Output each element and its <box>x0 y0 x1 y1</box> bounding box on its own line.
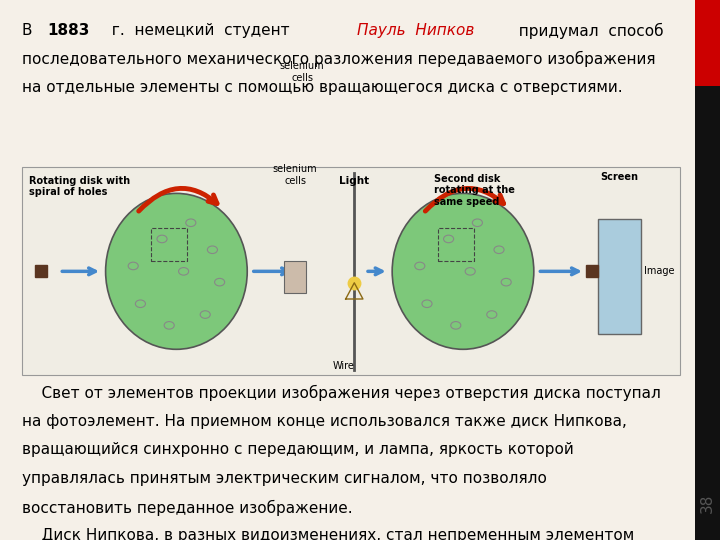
FancyBboxPatch shape <box>695 0 720 540</box>
Text: Диск Нипкова, в разных видоизменениях, стал непременным элементом: Диск Нипкова, в разных видоизменениях, с… <box>22 528 634 540</box>
Text: на фотоэлемент. На приемном конце использовался также диск Нипкова,: на фотоэлемент. На приемном конце исполь… <box>22 414 626 429</box>
FancyBboxPatch shape <box>598 219 641 334</box>
Text: В: В <box>22 23 42 38</box>
Ellipse shape <box>106 193 247 349</box>
Text: Second disk
rotating at the
same speed: Second disk rotating at the same speed <box>434 174 515 207</box>
Text: selenium
cells: selenium cells <box>273 164 318 186</box>
Text: вращающийся синхронно с передающим, и лампа, яркость которой: вращающийся синхронно с передающим, и ла… <box>22 442 573 457</box>
Ellipse shape <box>392 193 534 349</box>
Bar <box>438 228 474 261</box>
Text: Light: Light <box>339 176 369 186</box>
Text: придумал  способ: придумал способ <box>508 23 663 39</box>
Text: Rotating disk with
spiral of holes: Rotating disk with spiral of holes <box>29 176 130 197</box>
Text: восстановить переданное изображение.: восстановить переданное изображение. <box>22 500 352 516</box>
Text: управлялась принятым электрическим сигналом, что позволяло: управлялась принятым электрическим сигна… <box>22 471 546 486</box>
Text: Wire: Wire <box>333 361 354 371</box>
Text: 38: 38 <box>700 494 714 513</box>
Text: Свет от элементов проекции изображения через отверстия диска поступал: Свет от элементов проекции изображения ч… <box>22 385 660 401</box>
Text: Screen: Screen <box>600 172 639 182</box>
FancyBboxPatch shape <box>695 0 720 86</box>
Text: последовательного механического разложения передаваемого изображения: последовательного механического разложен… <box>22 51 655 68</box>
FancyBboxPatch shape <box>22 167 680 375</box>
Text: на отдельные элементы с помощью вращающегося диска с отверстиями.: на отдельные элементы с помощью вращающе… <box>22 80 622 95</box>
Text: 1883: 1883 <box>48 23 90 38</box>
Bar <box>151 228 187 261</box>
Text: г.  немецкий  студент: г. немецкий студент <box>102 23 300 38</box>
Text: Image: Image <box>644 266 675 276</box>
FancyBboxPatch shape <box>284 260 306 293</box>
Text: selenium
cells: selenium cells <box>280 61 325 83</box>
Text: Пауль  Нипков: Пауль Нипков <box>357 23 474 38</box>
